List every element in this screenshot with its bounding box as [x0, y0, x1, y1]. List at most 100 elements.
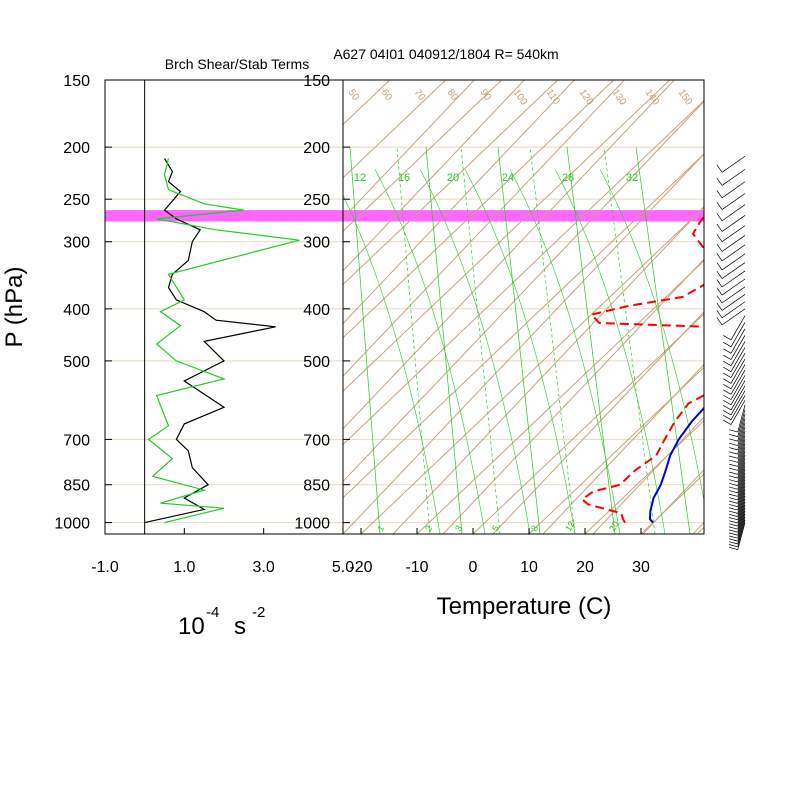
wind-barb-staff — [730, 328, 746, 354]
wind-barb-flag — [728, 510, 738, 514]
wind-barb-staff — [721, 270, 746, 288]
wind-barb-staff — [730, 380, 746, 406]
isotherm — [528, 366, 704, 534]
y-tick-label-right: 300 — [303, 235, 330, 252]
mixing-bottom-label: 1 — [375, 524, 386, 533]
wind-barb-flag — [728, 520, 738, 524]
y-tick-label-right: 700 — [303, 432, 330, 449]
right-x-axis-label: Temperature (C) — [437, 593, 612, 620]
wind-barb-staff — [737, 465, 746, 493]
wind-barb-staff — [737, 486, 746, 514]
highlight-band-rect — [105, 210, 704, 222]
wind-barb-staff — [737, 443, 746, 471]
moist-adiabat — [464, 169, 576, 534]
right-x-tick-label: -20 — [349, 559, 372, 576]
right-x-tick-label: 10 — [520, 559, 538, 576]
wind-barb-flag — [728, 467, 738, 471]
wind-barb-staff — [737, 458, 746, 486]
temperature-line — [648, 406, 704, 524]
wind-barb-staff — [721, 301, 746, 319]
wind-barb-staff — [737, 476, 746, 504]
wind-barb-staff — [730, 375, 746, 400]
y-tick-label-left: 700 — [63, 432, 90, 449]
y-tick-label-right: 150 — [303, 73, 330, 90]
wind-barb-flag — [728, 541, 738, 545]
isotherm — [472, 313, 704, 534]
wind-barb-flag — [728, 482, 738, 486]
wind-barb-staff — [721, 169, 746, 186]
wind-barb-staff — [737, 482, 746, 511]
dry-adiabat — [392, 205, 704, 534]
mixing-label: 12 — [354, 172, 366, 184]
wind-barb-flag — [716, 271, 723, 279]
isotherm — [416, 259, 704, 534]
wind-barb-flag — [716, 164, 723, 173]
mixing-label: 28 — [562, 172, 574, 184]
mixing-ratio-line — [460, 147, 501, 534]
wind-barb-staff — [737, 439, 746, 467]
mixing-label: 32 — [626, 172, 638, 184]
wind-barb-flag — [723, 384, 732, 390]
wind-barb-flag — [728, 493, 738, 497]
wind-barb-flag — [716, 262, 723, 271]
wind-barb-staff — [730, 395, 746, 420]
dry-adiabat — [343, 80, 525, 272]
wind-barb-flag — [728, 490, 738, 494]
wind-barb-flag — [723, 354, 732, 360]
wind-barb-staff — [721, 193, 746, 210]
wind-barb-staff — [730, 369, 746, 395]
wind-barb-flag — [716, 201, 723, 210]
wind-barb-flag — [723, 405, 732, 411]
wind-barb-staff — [721, 181, 746, 199]
mixing-bottom-label: 3 — [453, 524, 464, 533]
wind-barb-flag — [728, 538, 738, 542]
dry-adiabat — [343, 100, 704, 483]
wind-barb-staff — [737, 522, 746, 550]
wind-barb-staff — [730, 335, 746, 360]
wind-barbs — [716, 155, 746, 551]
wind-barb-flag — [728, 535, 738, 539]
wind-barb-flag — [723, 335, 732, 341]
mixing-ratio-grid: 12 16 20 24 28 321 2 3 5 8 12 20 — [343, 147, 704, 534]
mixing-ratio-line — [603, 147, 656, 534]
right-x-tick-label: 30 — [632, 559, 650, 576]
isotherm — [696, 526, 704, 534]
left-x-tick-label: 1.0 — [173, 559, 195, 576]
dry-adiabat — [343, 153, 704, 534]
wind-barb-flag — [723, 366, 732, 373]
wind-barb-staff — [737, 409, 746, 437]
dry-adiabat — [592, 416, 704, 534]
wind-barb-staff — [737, 418, 746, 446]
wind-barb-staff — [737, 495, 746, 524]
wind-barb-flag — [728, 497, 738, 501]
y-tick-label-right: 850 — [303, 478, 330, 495]
isotherm — [343, 80, 559, 286]
wind-barb-staff — [730, 390, 746, 416]
right-x-tick-label: 0 — [469, 559, 478, 576]
mixing-ratio-line — [497, 147, 541, 534]
wind-barb-staff — [737, 469, 746, 497]
wind-barb-staff — [730, 322, 746, 347]
y-tick-label-right: 500 — [303, 354, 330, 371]
y-tick-label-left: 500 — [63, 354, 90, 371]
wind-barb-flag — [716, 190, 723, 199]
dry-adiabat — [743, 80, 800, 534]
mixing-label: 20 — [447, 172, 459, 184]
y-tick-label-left: 400 — [63, 302, 90, 319]
y-tick-label-right: 1000 — [294, 516, 330, 533]
wind-barb-staff — [737, 404, 746, 433]
wind-barb-flag — [728, 526, 738, 530]
unit-s: s — [234, 613, 246, 640]
moist-adiabat — [419, 169, 531, 534]
wind-barb-staff — [737, 426, 746, 455]
wind-barb-flag — [716, 243, 723, 252]
highlight-band — [105, 210, 704, 222]
unit-base: 10 — [178, 613, 205, 640]
wind-barb-flag — [716, 302, 723, 311]
wind-barb-staff — [737, 513, 746, 542]
wind-barb-flag — [723, 378, 732, 384]
mixing-ratio-line — [635, 147, 691, 534]
wind-barb-staff — [737, 451, 746, 479]
